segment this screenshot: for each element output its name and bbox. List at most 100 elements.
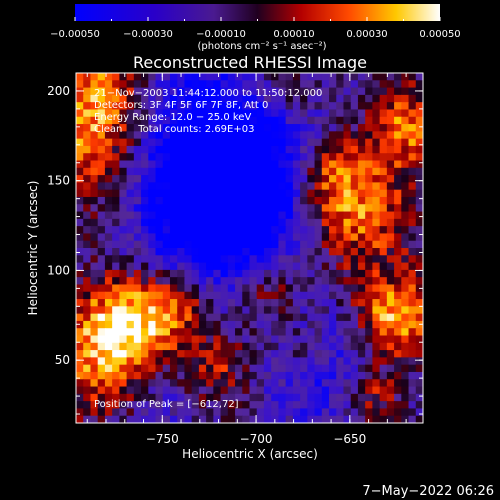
heatmap-cell [256, 189, 265, 198]
heatmap-cell [278, 393, 287, 402]
heatmap-cell [177, 291, 186, 300]
heatmap-cell [155, 248, 164, 256]
heatmap-cell [169, 131, 178, 140]
heatmap-cell [386, 240, 395, 249]
heatmap-cell [133, 313, 142, 322]
heatmap-cell [307, 255, 316, 264]
heatmap-cell [336, 80, 345, 89]
heatmap-cell [235, 357, 243, 366]
heatmap-cell [343, 306, 352, 315]
heatmap-cell [278, 182, 287, 191]
heatmap-cell [213, 233, 222, 242]
heatmap-cell [343, 415, 352, 423]
heatmap-cell [177, 196, 186, 205]
heatmap-cell [148, 342, 157, 351]
heatmap-cell [169, 226, 178, 235]
heatmap-cell [401, 145, 410, 154]
heatmap-cell [256, 87, 265, 96]
heatmap-cell [372, 255, 381, 264]
heatmap-cell [314, 408, 323, 417]
heatmap-cell [90, 262, 99, 271]
heatmap-cell [177, 320, 186, 329]
heatmap-cell [155, 306, 164, 315]
heatmap-cell [191, 342, 200, 351]
heatmap-cell [83, 255, 92, 264]
heatmap-cell [343, 189, 352, 198]
heatmap-cell [148, 379, 157, 388]
heatmap-cell [256, 153, 265, 162]
heatmap-cell [357, 196, 366, 205]
heatmap-cell [415, 386, 423, 395]
heatmap-cell [350, 277, 359, 286]
heatmap-cell [119, 350, 128, 358]
heatmap-cell [155, 350, 164, 358]
heatmap-cell [126, 350, 135, 358]
heatmap-cell [278, 240, 287, 249]
heatmap-cell [112, 291, 120, 300]
heatmap-cell [133, 80, 142, 89]
heatmap-cell [177, 233, 186, 242]
heatmap-cell [155, 226, 164, 235]
heatmap-cell [177, 386, 186, 395]
heatmap-cell [394, 357, 402, 366]
heatmap-cell [415, 357, 423, 366]
heatmap-cell [220, 80, 229, 89]
heatmap-cell [133, 401, 142, 410]
heatmap-cell [300, 175, 308, 183]
heatmap-cell [292, 342, 301, 351]
heatmap-cell [256, 109, 265, 118]
heatmap-cell [401, 240, 410, 249]
heatmap-cell [198, 320, 207, 329]
heatmap-cell [379, 379, 388, 388]
heatmap-cell [314, 73, 323, 81]
heatmap-cell [278, 124, 287, 132]
heatmap-cell [133, 87, 142, 96]
heatmap-cell [227, 306, 236, 315]
heatmap-cell [271, 80, 280, 89]
heatmap-cell [76, 94, 84, 103]
heatmap-cell [235, 335, 243, 344]
heatmap-cell [307, 364, 316, 373]
heatmap-cell [97, 342, 106, 351]
heatmap-cell [394, 255, 402, 264]
heatmap-cell [162, 393, 171, 402]
heatmap-cell [162, 284, 171, 293]
heatmap-cell [141, 255, 149, 264]
heatmap-cell [126, 116, 135, 125]
heatmap-cell [242, 386, 251, 395]
heatmap-cell [307, 415, 316, 423]
heatmap-cell [97, 306, 106, 315]
heatmap-cell [415, 160, 423, 169]
heatmap-cell [227, 167, 236, 176]
heatmap-cell [292, 145, 301, 154]
heatmap-cell [329, 109, 337, 118]
heatmap-cell [119, 401, 128, 410]
heatmap-cell [155, 160, 164, 169]
heatmap-cell [263, 233, 272, 242]
heatmap-cell [83, 364, 92, 373]
heatmap-cell [198, 138, 207, 147]
heatmap-cell [278, 94, 287, 103]
heatmap-cell [336, 335, 345, 344]
heatmap-cell [177, 94, 186, 103]
heatmap-cell [133, 371, 142, 380]
heatmap-cell [76, 386, 84, 395]
heatmap-cell [278, 320, 287, 329]
heatmap-cell [357, 102, 366, 111]
heatmap-cell [408, 182, 417, 191]
heatmap-cell [83, 408, 92, 417]
heatmap-cell [90, 328, 99, 337]
heatmap-cell [249, 320, 258, 329]
heatmap-cell [292, 218, 301, 227]
heatmap-cell [90, 175, 99, 183]
heatmap-cell [104, 218, 113, 227]
heatmap-cell [133, 415, 142, 423]
heatmap-cell [191, 408, 200, 417]
heatmap-cell [97, 182, 106, 191]
heatmap-cell [263, 248, 272, 256]
heatmap-cell [256, 299, 265, 307]
heatmap-cell [141, 328, 149, 337]
heatmap-cell [184, 262, 193, 271]
heatmap-cell [227, 109, 236, 118]
heatmap-cell [220, 328, 229, 337]
